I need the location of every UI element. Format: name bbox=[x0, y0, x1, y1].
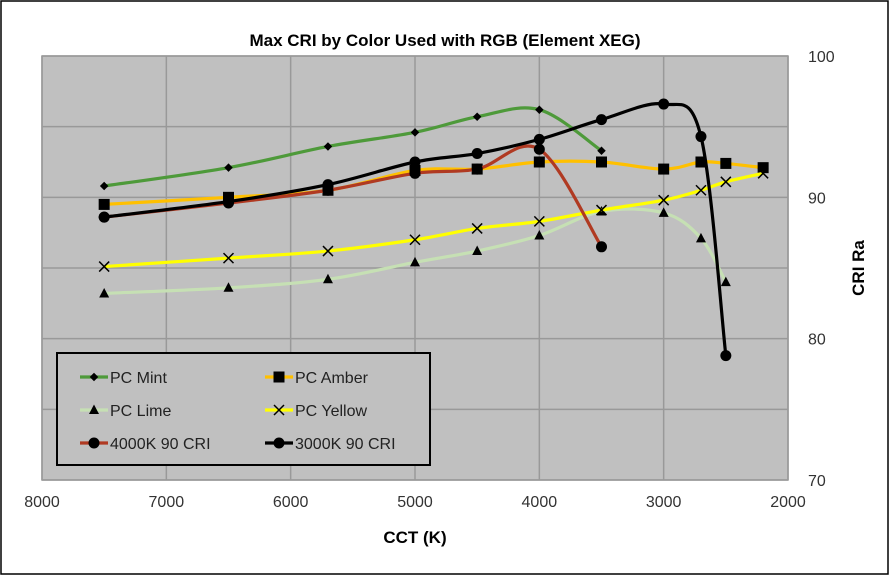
data-point-circle bbox=[658, 98, 670, 110]
plot-frame bbox=[41, 55, 789, 481]
data-point-circle bbox=[720, 350, 732, 362]
x-tick-label: 3000 bbox=[646, 494, 682, 511]
data-point-square bbox=[658, 163, 670, 175]
data-point-square bbox=[273, 371, 285, 383]
series-line bbox=[104, 207, 728, 296]
legend-label: PC Yellow bbox=[295, 403, 367, 420]
legend-box bbox=[56, 352, 431, 466]
data-point-triangle bbox=[89, 404, 99, 414]
legend-entry: PC Mint bbox=[80, 370, 167, 387]
series-line bbox=[104, 171, 764, 269]
data-point-square bbox=[720, 157, 732, 169]
y-tick-label: 100 bbox=[808, 49, 835, 66]
legend-label: 3000K 90 CRI bbox=[295, 436, 396, 453]
data-point-x bbox=[757, 167, 769, 179]
y-axis-label: CRI Ra bbox=[849, 240, 868, 296]
data-point-circle bbox=[471, 163, 483, 175]
legend-entry: PC Amber bbox=[265, 370, 369, 387]
data-point-diamond bbox=[323, 142, 333, 151]
data-point-x bbox=[533, 215, 545, 227]
legend-label: PC Mint bbox=[110, 370, 167, 387]
data-point-x bbox=[595, 204, 608, 216]
data-point-x bbox=[273, 404, 285, 416]
data-point-triangle bbox=[695, 232, 706, 243]
chart-title: Max CRI by Color Used with RGB (Element … bbox=[249, 31, 640, 50]
data-point-x bbox=[322, 245, 334, 257]
y-tick-label: 90 bbox=[808, 190, 826, 207]
data-point-x bbox=[471, 222, 483, 234]
data-point-x bbox=[222, 252, 235, 264]
data-point-circle bbox=[596, 114, 607, 126]
data-point-diamond bbox=[535, 105, 544, 114]
series-pc-yellow bbox=[98, 167, 769, 273]
data-point-x bbox=[658, 194, 670, 206]
data-point-triangle bbox=[99, 287, 110, 298]
x-tick-label: 2000 bbox=[770, 494, 806, 511]
data-point-square bbox=[596, 156, 607, 168]
y-tick-label: 70 bbox=[808, 473, 826, 490]
data-point-circle bbox=[409, 156, 421, 168]
data-point-diamond bbox=[597, 146, 606, 155]
legend-label: PC Amber bbox=[295, 370, 369, 387]
x-tick-label: 7000 bbox=[149, 494, 185, 511]
data-point-x bbox=[695, 184, 707, 196]
data-point-circle bbox=[695, 131, 707, 143]
data-point-triangle bbox=[534, 229, 545, 240]
data-point-diamond bbox=[410, 128, 420, 137]
data-point-circle bbox=[409, 167, 421, 179]
legend-entry: PC Lime bbox=[80, 403, 171, 420]
series-pc-lime bbox=[99, 205, 731, 298]
legend: PC Mint PC Amber PC Lime PC Yellow 4000K 90 … bbox=[56, 352, 431, 466]
legend-label: PC Lime bbox=[110, 403, 171, 420]
data-point-triangle bbox=[720, 276, 731, 287]
data-point-circle bbox=[273, 437, 285, 449]
x-axis-label: CCT (K) bbox=[383, 528, 446, 547]
data-point-circle bbox=[471, 148, 483, 160]
x-tick-label: 4000 bbox=[522, 494, 558, 511]
data-point-circle bbox=[88, 437, 100, 449]
data-point-circle bbox=[322, 179, 334, 191]
legend-entry: PC Yellow bbox=[265, 403, 367, 420]
data-point-square bbox=[695, 156, 707, 168]
data-point-square bbox=[757, 162, 769, 174]
data-point-circle bbox=[533, 143, 545, 155]
series-3000k-90-cri bbox=[98, 98, 732, 362]
data-point-triangle bbox=[322, 273, 333, 284]
legend-label: 4000K 90 CRI bbox=[110, 436, 211, 453]
legend-entry: 4000K 90 CRI bbox=[80, 436, 211, 453]
data-point-diamond bbox=[99, 181, 109, 191]
data-point-circle bbox=[223, 196, 234, 208]
data-point-circle bbox=[596, 241, 607, 253]
data-point-diamond bbox=[224, 163, 233, 172]
data-point-triangle bbox=[410, 256, 420, 267]
data-point-x bbox=[98, 261, 110, 273]
data-point-diamond bbox=[472, 112, 482, 122]
data-point-diamond bbox=[89, 372, 99, 382]
data-point-circle bbox=[98, 211, 110, 223]
data-point-triangle bbox=[658, 207, 669, 217]
data-point-x bbox=[720, 176, 732, 188]
legend-entry: 3000K 90 CRI bbox=[265, 436, 396, 453]
data-point-triangle bbox=[223, 282, 234, 292]
series-pc-mint bbox=[99, 105, 606, 191]
data-point-square bbox=[533, 156, 545, 168]
data-point-square bbox=[98, 198, 110, 210]
data-point-x bbox=[409, 234, 421, 246]
data-point-circle bbox=[533, 133, 545, 145]
y-tick-label: 80 bbox=[808, 332, 826, 349]
x-tick-label: 8000 bbox=[24, 494, 60, 511]
data-point-triangle bbox=[472, 245, 483, 256]
x-tick-label: 5000 bbox=[397, 494, 433, 511]
x-tick-label: 6000 bbox=[273, 494, 309, 511]
